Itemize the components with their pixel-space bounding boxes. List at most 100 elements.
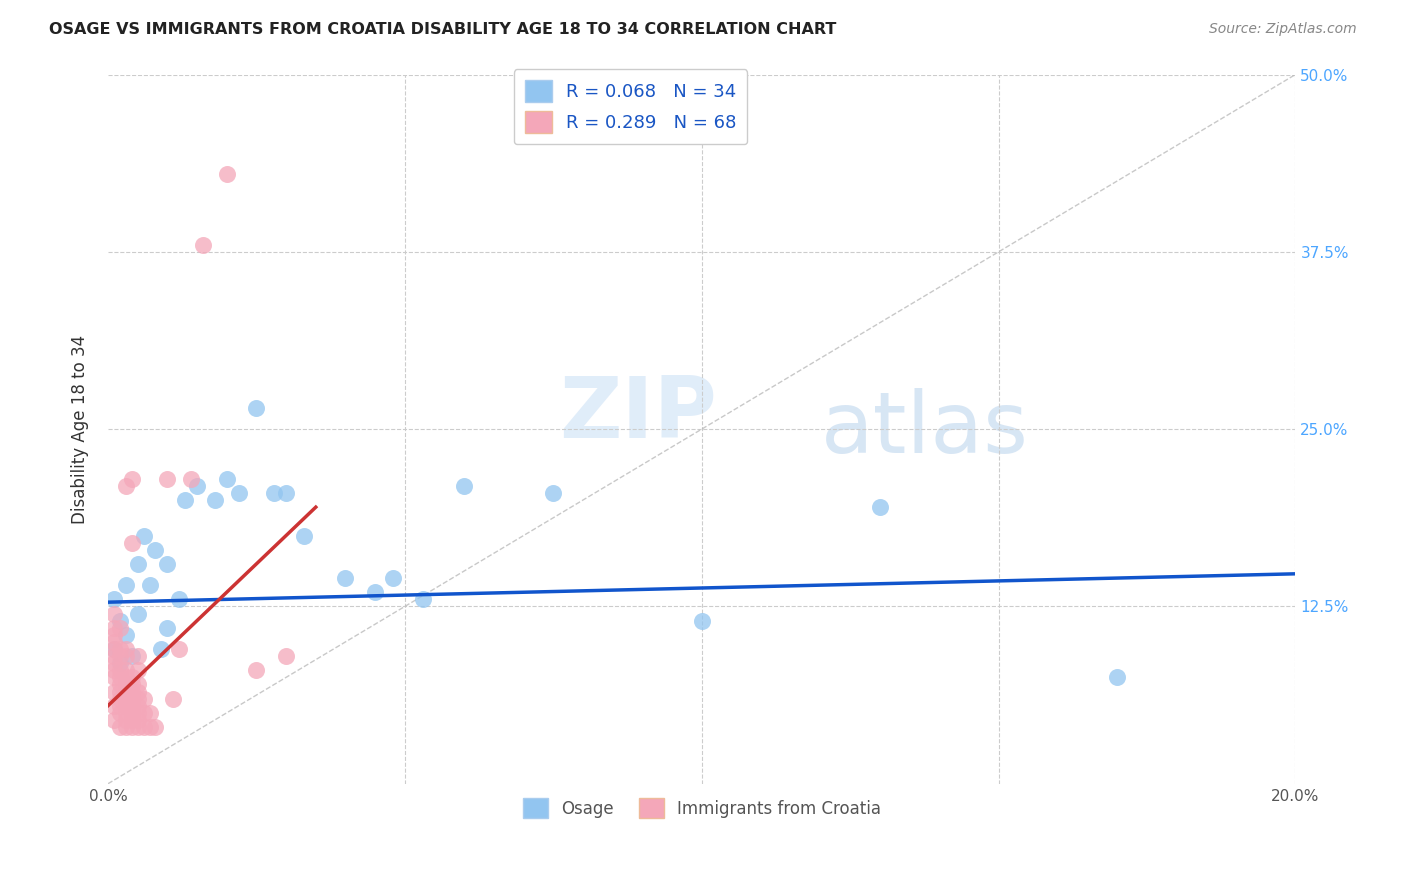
- Point: [127, 607, 149, 621]
- Point: [114, 698, 136, 713]
- Legend: Osage, Immigrants from Croatia: Osage, Immigrants from Croatia: [516, 791, 887, 825]
- Point: [108, 706, 131, 720]
- Point: [228, 486, 250, 500]
- Point: [150, 642, 173, 657]
- Point: [127, 649, 149, 664]
- Point: [103, 607, 125, 621]
- Point: [132, 691, 155, 706]
- Point: [108, 642, 131, 657]
- Point: [108, 691, 131, 706]
- Point: [127, 698, 149, 713]
- Point: [103, 670, 125, 684]
- Point: [132, 720, 155, 734]
- Point: [162, 691, 184, 706]
- Point: [127, 677, 149, 691]
- Point: [364, 585, 387, 599]
- Point: [138, 720, 160, 734]
- Point: [114, 677, 136, 691]
- Point: [127, 684, 149, 698]
- Point: [103, 684, 125, 698]
- Point: [103, 713, 125, 727]
- Point: [114, 670, 136, 684]
- Point: [108, 621, 131, 635]
- Point: [263, 486, 285, 500]
- Point: [156, 557, 179, 571]
- Point: [114, 720, 136, 734]
- Point: [215, 167, 238, 181]
- Point: [114, 642, 136, 657]
- Point: [103, 592, 125, 607]
- Y-axis label: Disability Age 18 to 34: Disability Age 18 to 34: [72, 334, 89, 524]
- Point: [245, 663, 267, 677]
- Point: [121, 649, 143, 664]
- Text: atlas: atlas: [821, 388, 1028, 471]
- Point: [167, 592, 190, 607]
- Point: [138, 706, 160, 720]
- Point: [543, 486, 565, 500]
- Point: [121, 698, 143, 713]
- Point: [156, 472, 179, 486]
- Point: [114, 706, 136, 720]
- Point: [412, 592, 434, 607]
- Point: [108, 656, 131, 670]
- Point: [103, 656, 125, 670]
- Point: [103, 649, 125, 664]
- Text: Source: ZipAtlas.com: Source: ZipAtlas.com: [1209, 22, 1357, 37]
- Point: [174, 493, 197, 508]
- Point: [191, 237, 214, 252]
- Point: [132, 706, 155, 720]
- Point: [180, 472, 202, 486]
- Point: [215, 472, 238, 486]
- Text: OSAGE VS IMMIGRANTS FROM CROATIA DISABILITY AGE 18 TO 34 CORRELATION CHART: OSAGE VS IMMIGRANTS FROM CROATIA DISABIL…: [49, 22, 837, 37]
- Point: [114, 479, 136, 493]
- Point: [108, 614, 131, 628]
- Point: [114, 684, 136, 698]
- Point: [186, 479, 208, 493]
- Point: [108, 684, 131, 698]
- Point: [103, 621, 125, 635]
- Point: [127, 720, 149, 734]
- Point: [108, 698, 131, 713]
- Point: [103, 663, 125, 677]
- Point: [132, 528, 155, 542]
- Point: [127, 706, 149, 720]
- Point: [145, 542, 167, 557]
- Point: [121, 684, 143, 698]
- Point: [108, 670, 131, 684]
- Point: [145, 720, 167, 734]
- Point: [121, 535, 143, 549]
- Point: [274, 486, 297, 500]
- Point: [114, 628, 136, 642]
- Point: [121, 472, 143, 486]
- Point: [1107, 670, 1129, 684]
- Point: [114, 649, 136, 664]
- Point: [121, 720, 143, 734]
- Point: [114, 578, 136, 592]
- Point: [138, 578, 160, 592]
- Point: [292, 528, 315, 542]
- Text: ZIP: ZIP: [560, 374, 717, 457]
- Point: [127, 713, 149, 727]
- Point: [103, 698, 125, 713]
- Point: [121, 677, 143, 691]
- Point: [127, 691, 149, 706]
- Point: [869, 500, 891, 515]
- Point: [103, 628, 125, 642]
- Point: [114, 713, 136, 727]
- Point: [245, 401, 267, 415]
- Point: [103, 635, 125, 649]
- Point: [121, 713, 143, 727]
- Point: [127, 557, 149, 571]
- Point: [114, 663, 136, 677]
- Point: [108, 649, 131, 664]
- Point: [103, 642, 125, 657]
- Point: [167, 642, 190, 657]
- Point: [156, 621, 179, 635]
- Point: [108, 663, 131, 677]
- Point: [204, 493, 226, 508]
- Point: [382, 571, 405, 585]
- Point: [108, 677, 131, 691]
- Point: [690, 614, 713, 628]
- Point: [121, 670, 143, 684]
- Point: [108, 720, 131, 734]
